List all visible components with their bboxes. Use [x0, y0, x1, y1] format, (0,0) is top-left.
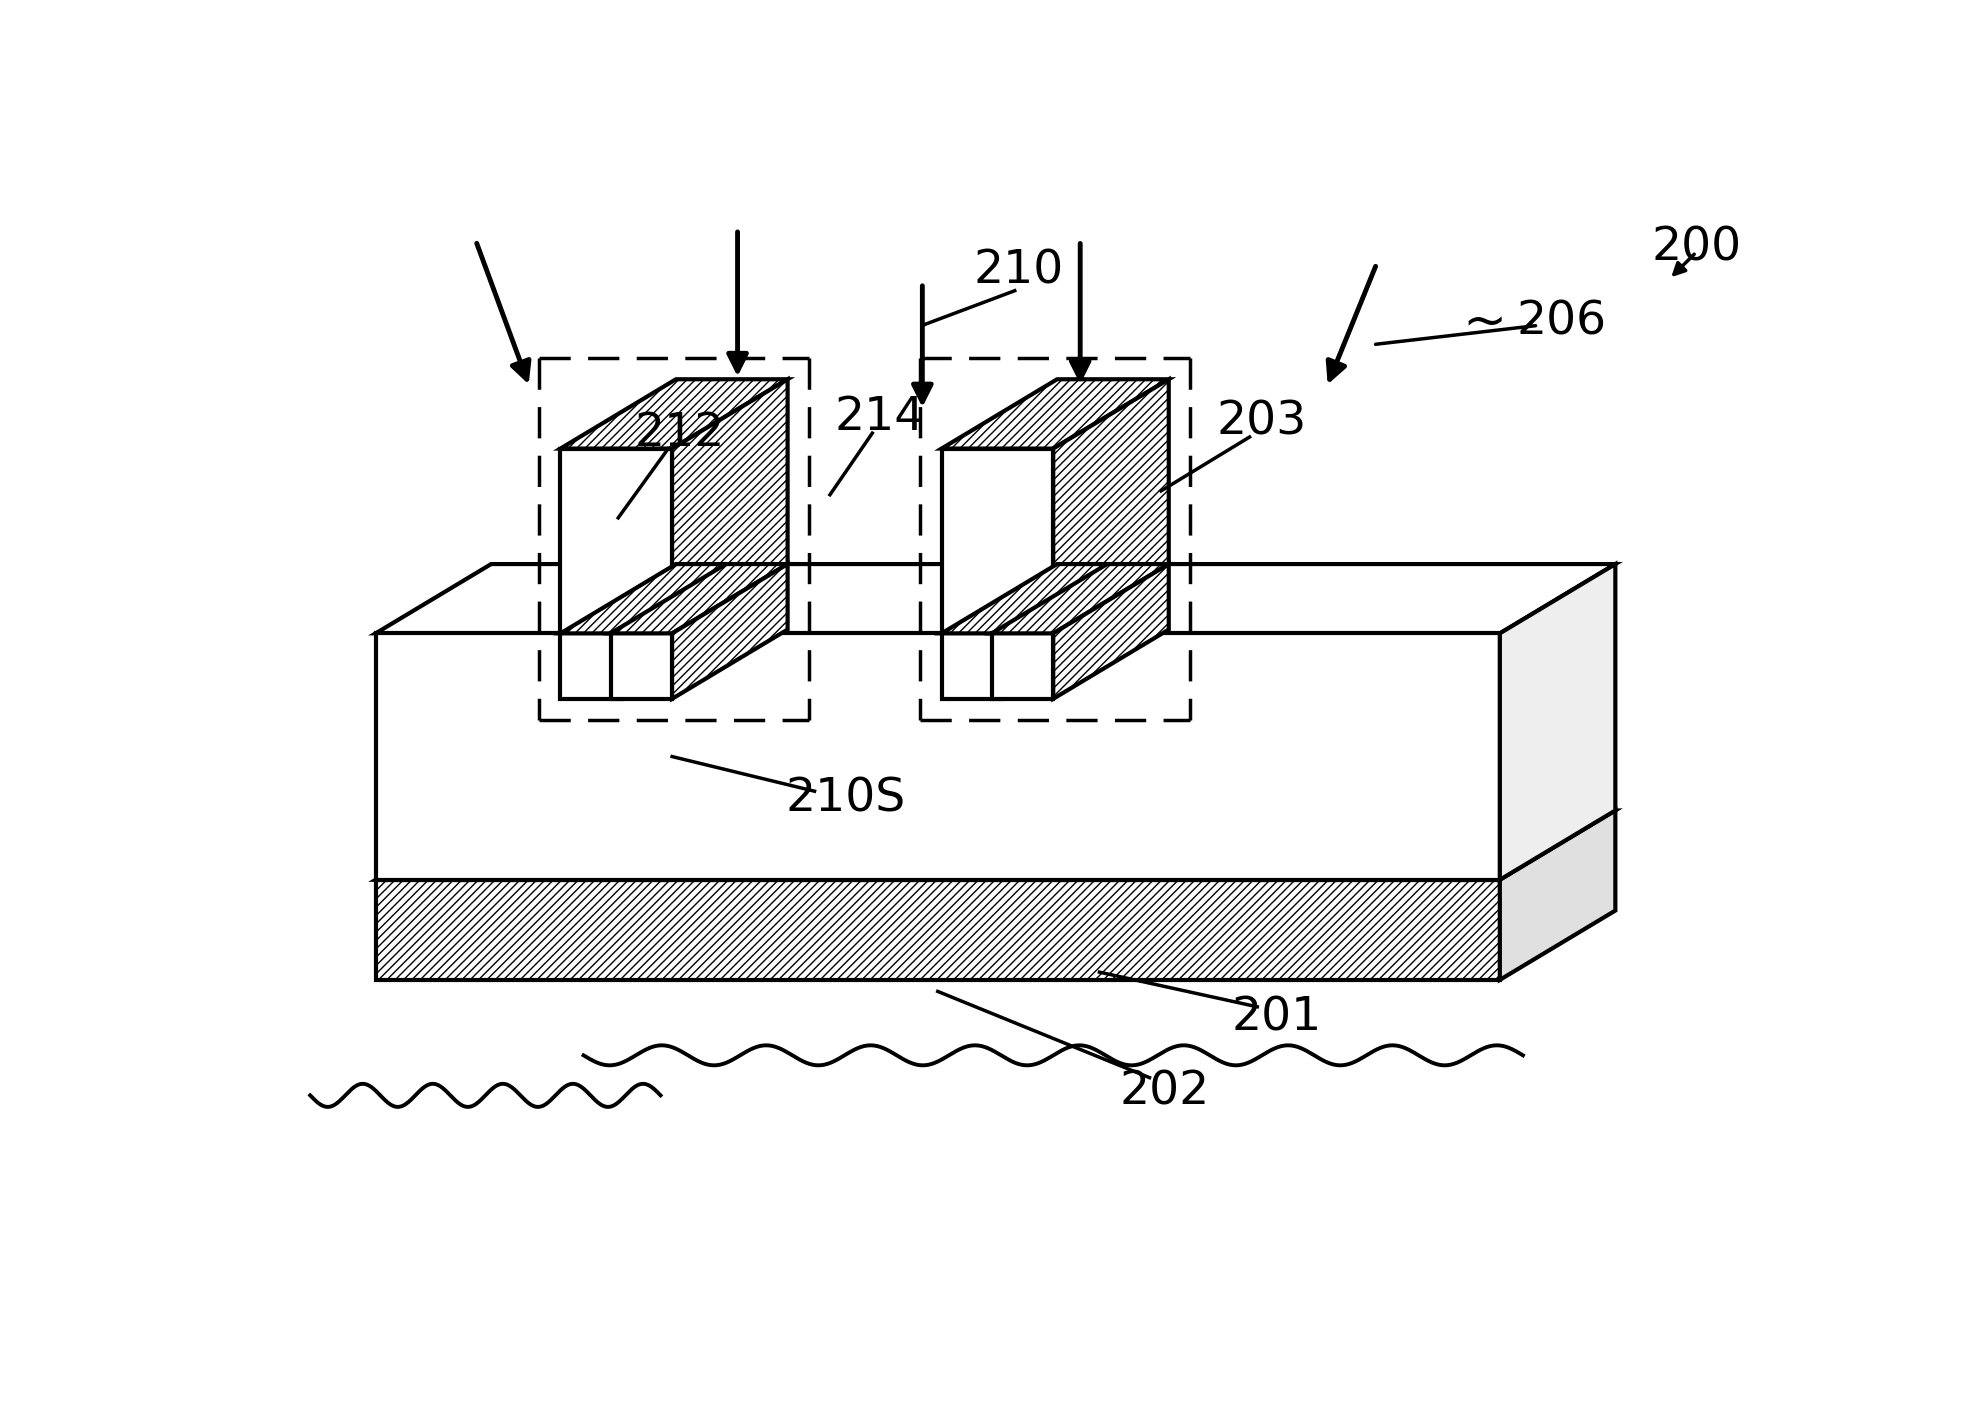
- Polygon shape: [1053, 380, 1168, 634]
- Polygon shape: [942, 448, 1053, 634]
- Polygon shape: [992, 564, 1168, 634]
- Polygon shape: [942, 564, 1119, 634]
- Polygon shape: [376, 634, 1501, 880]
- Polygon shape: [560, 448, 671, 634]
- Text: 202: 202: [1121, 1070, 1210, 1114]
- Text: 210: 210: [974, 248, 1063, 294]
- Polygon shape: [992, 634, 1053, 698]
- Text: 203: 203: [1216, 398, 1307, 444]
- Text: 214: 214: [836, 396, 925, 440]
- Polygon shape: [376, 811, 1616, 880]
- Polygon shape: [376, 564, 1616, 634]
- Polygon shape: [610, 634, 671, 698]
- Polygon shape: [1501, 564, 1616, 880]
- Polygon shape: [376, 880, 1501, 980]
- Polygon shape: [560, 564, 737, 634]
- Polygon shape: [942, 634, 1004, 698]
- Polygon shape: [560, 380, 788, 448]
- Text: 210S: 210S: [786, 777, 905, 821]
- Text: 212: 212: [636, 411, 725, 456]
- Polygon shape: [671, 380, 788, 634]
- Text: 206: 206: [1517, 298, 1606, 344]
- Polygon shape: [560, 634, 622, 698]
- Polygon shape: [610, 564, 788, 634]
- Polygon shape: [671, 564, 788, 698]
- Text: 201: 201: [1232, 995, 1323, 1041]
- Polygon shape: [1501, 811, 1616, 980]
- Text: 200: 200: [1651, 226, 1740, 271]
- Polygon shape: [942, 380, 1168, 448]
- Text: ~: ~: [1463, 297, 1507, 348]
- Polygon shape: [1053, 564, 1168, 698]
